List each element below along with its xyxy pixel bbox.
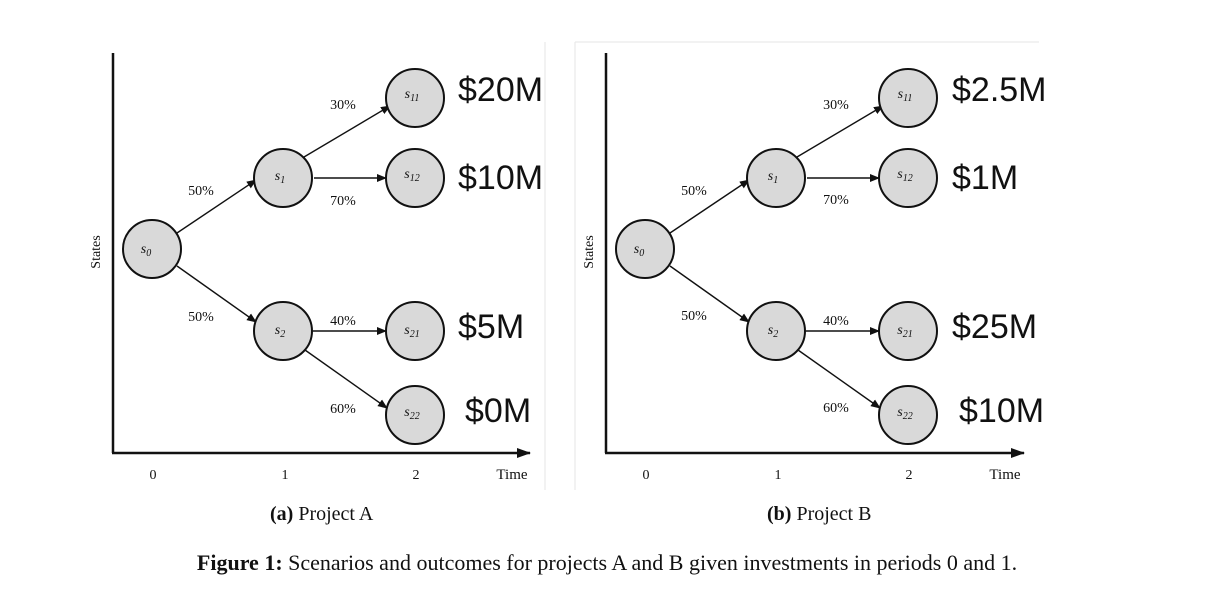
panel-b-edge-s2-s22 <box>797 349 881 409</box>
panel-a-edge-s1-s11 <box>303 105 391 158</box>
svg-text:s2: s2 <box>768 323 778 340</box>
panel-b-node-s2: s2 <box>746 301 806 361</box>
svg-text:s0: s0 <box>141 242 151 259</box>
panel-b-x-tick: 0 <box>643 468 650 483</box>
panel-b-prob-s2-s22: 60% <box>823 401 849 416</box>
panel-b-outcome-s22: $10M <box>959 392 1044 430</box>
panel-b-outcome-s21: $25M <box>952 308 1037 346</box>
panel-a-node-s1: s1 <box>253 148 313 208</box>
panel-b-node-s0: s0 <box>615 219 675 279</box>
panel-b-outcome-s12: $1M <box>952 159 1018 197</box>
svg-text:s21: s21 <box>897 323 912 340</box>
panel-a-node-s2: s2 <box>253 301 313 361</box>
svg-text:s0: s0 <box>634 242 644 259</box>
svg-text:s21: s21 <box>404 323 419 340</box>
panel-a-caption-title: Project A <box>298 503 374 525</box>
panel-a-x-tick: 2 <box>413 468 420 483</box>
panel-a-prob-s2-s22: 60% <box>330 402 356 417</box>
panel-a-node-s21: s21 <box>385 301 445 361</box>
svg-text:s1: s1 <box>275 169 285 186</box>
figure-caption-label: Figure 1: <box>196 550 283 575</box>
panel-b-prob-s0-s1: 50% <box>681 184 707 199</box>
panel-a-node-s11: s11 <box>385 68 445 128</box>
svg-text:s22: s22 <box>404 405 419 422</box>
panel-b-node-s1: s1 <box>746 148 806 208</box>
panel-b: States Time 0 1 2 50% 50% 30% 70% 40% 60… <box>574 41 1047 490</box>
panel-a-x-tick: 1 <box>282 468 289 483</box>
panel-a-edge-s0-s1 <box>176 179 257 234</box>
svg-text:s12: s12 <box>897 167 912 184</box>
panel-a-edge-s0-s2 <box>176 265 257 323</box>
svg-text:s2: s2 <box>275 323 285 340</box>
figure-caption: Figure 1: Scenarios and outcomes for pro… <box>0 550 1214 576</box>
panel-a-prob-s2-s21: 40% <box>330 314 356 329</box>
panel-b-outcome-s11: $2.5M <box>952 71 1047 109</box>
panel-a-outcome-s22: $0M <box>465 392 531 430</box>
panel-b-x-axis-label: Time <box>989 467 1020 483</box>
svg-text:s11: s11 <box>898 87 913 104</box>
panel-a-prob-s0-s1: 50% <box>188 184 214 199</box>
panel-b-prob-s1-s12: 70% <box>823 193 849 208</box>
panel-a-prob-s0-s2: 50% <box>188 310 214 325</box>
panel-b-caption-label: (b) <box>767 503 792 525</box>
panel-b-caption: (b) Project B <box>767 503 871 526</box>
panel-b-edge-s1-s11 <box>796 105 884 158</box>
panel-b-x-tick: 1 <box>775 468 782 483</box>
panel-a-x-tick: 0 <box>150 468 157 483</box>
panel-b-prob-s0-s2: 50% <box>681 309 707 324</box>
panel-b-y-axis-label: States <box>582 235 597 268</box>
svg-text:s11: s11 <box>405 87 420 104</box>
panel-a-node-s0: s0 <box>122 219 182 279</box>
panel-a-caption: (a) Project A <box>270 503 373 526</box>
panel-a-prob-s1-s12: 70% <box>330 194 356 209</box>
panel-a-x-axis-label: Time <box>496 467 527 483</box>
panel-a-node-s22: s22 <box>385 385 445 445</box>
panel-a-prob-s1-s11: 30% <box>330 98 356 113</box>
panel-a-outcome-s11: $20M <box>458 71 543 109</box>
panel-b-x-tick: 2 <box>906 468 913 483</box>
figure-caption-text: Scenarios and outcomes for projects A an… <box>288 550 1018 575</box>
panel-a-edge-s2-s22 <box>304 349 388 409</box>
svg-text:s22: s22 <box>897 405 912 422</box>
panel-b-node-s12: s12 <box>878 148 938 208</box>
panel-b-node-s11: s11 <box>878 68 938 128</box>
panel-a-caption-label: (a) <box>270 503 294 525</box>
svg-text:s12: s12 <box>404 167 419 184</box>
panel-b-caption-title: Project B <box>796 503 872 525</box>
panel-a-y-axis-label: States <box>89 235 104 268</box>
panel-a-outcome-s21: $5M <box>458 308 524 346</box>
panel-a-node-s12: s12 <box>385 148 445 208</box>
panel-b-prob-s2-s21: 40% <box>823 314 849 329</box>
svg-text:s1: s1 <box>768 169 778 186</box>
panel-b-prob-s1-s11: 30% <box>823 98 849 113</box>
panel-a: States Time 0 1 2 50% 50% 30% 70% 40% 60… <box>89 42 546 490</box>
panel-a-outcome-s12: $10M <box>458 159 543 197</box>
panel-b-node-s22: s22 <box>878 385 938 445</box>
panel-b-node-s21: s21 <box>878 301 938 361</box>
panel-b-edge-s0-s1 <box>669 179 750 234</box>
panel-b-edge-s0-s2 <box>669 265 750 323</box>
